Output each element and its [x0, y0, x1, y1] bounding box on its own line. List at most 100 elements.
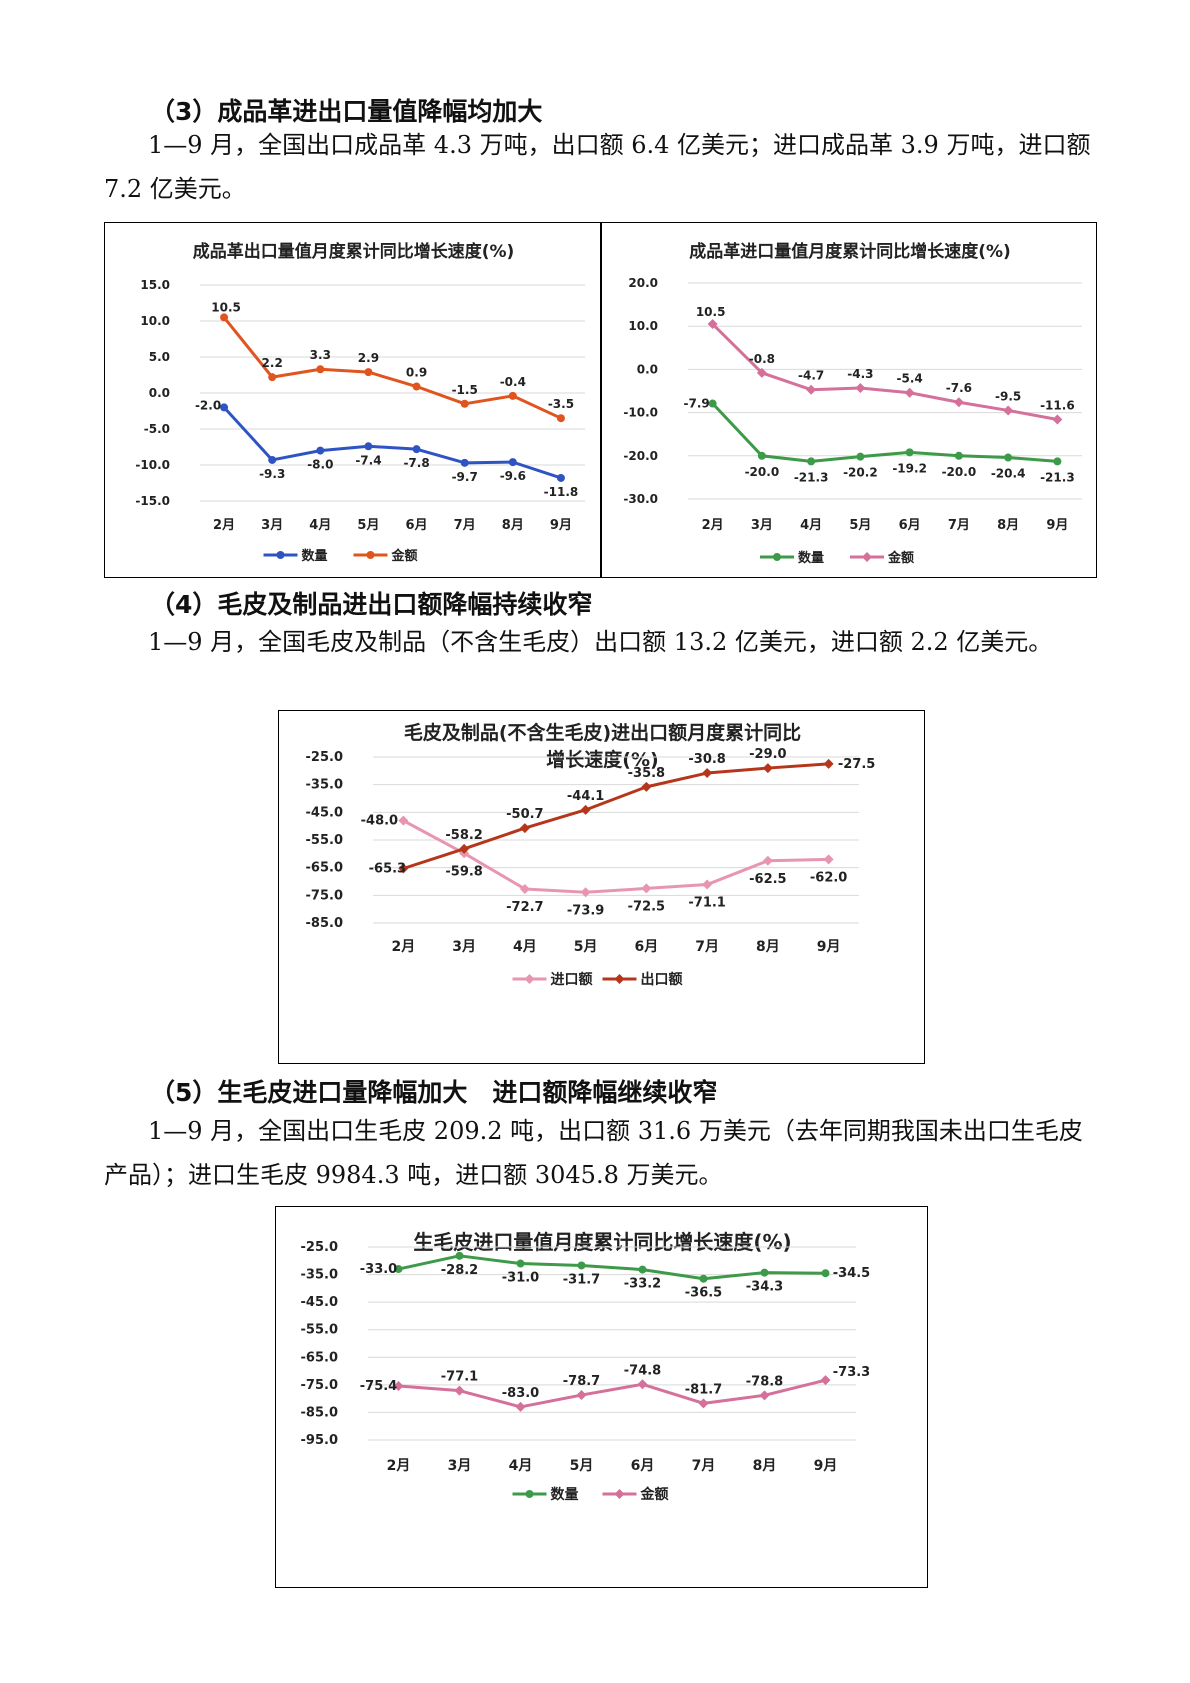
x-tick-label: 9月 — [817, 939, 841, 955]
data-label: -5.4 — [897, 372, 923, 386]
y-tick-label: -45.0 — [306, 805, 343, 820]
series-数量: -33.0 -28.2 -31.0 -31.7 -33.2 -36.5 -34.3 -34.5 — [360, 1251, 870, 1301]
legend-item: 金额 — [850, 550, 914, 566]
data-point — [580, 887, 591, 898]
data-label: -9.6 — [500, 469, 526, 483]
x-tick-label: 9月 — [814, 1458, 838, 1474]
x-tick-label: 3月 — [452, 939, 476, 955]
data-label: -62.0 — [810, 870, 847, 885]
series-金额: -75.4 -77.1 -83.0 -78.7 -74.8 -81.7 -78.8 -73.3 — [360, 1363, 870, 1412]
data-point — [577, 1261, 586, 1270]
data-point — [760, 1268, 769, 1277]
data-label: -77.1 — [441, 1370, 478, 1385]
data-point — [412, 445, 421, 454]
x-tick-label: 5月 — [570, 1458, 594, 1474]
data-point — [268, 373, 277, 382]
data-point — [576, 1390, 587, 1401]
x-tick-label: 8月 — [502, 518, 524, 533]
legend-marker — [366, 551, 375, 559]
y-tick-label: 10.0 — [628, 319, 658, 333]
data-label: -35.8 — [628, 766, 665, 781]
y-tick-label: -35.0 — [301, 1268, 338, 1283]
x-tick-label: 3月 — [751, 518, 773, 533]
data-label: 0.9 — [406, 366, 427, 380]
data-label: -62.5 — [749, 872, 786, 887]
data-point — [516, 1259, 525, 1268]
x-tick-label: 4月 — [509, 1458, 533, 1474]
y-tick-label: -65.0 — [301, 1350, 338, 1365]
data-label: -33.0 — [360, 1262, 397, 1277]
x-tick-label: 8月 — [997, 518, 1019, 533]
data-point — [698, 1398, 709, 1409]
chart-title: 成品革出口量值月度累计同比增长速度(%) — [193, 241, 515, 262]
data-point — [316, 365, 325, 374]
data-point — [515, 1401, 526, 1412]
data-label: -34.3 — [746, 1280, 783, 1295]
chart-raw-fur-import-svg: 生毛皮进口量值月度累计同比增长速度(%) -25.0 -35.0 -45.0 -55.0… — [301, 1230, 871, 1503]
data-point — [556, 414, 565, 423]
y-tick-label: -45.0 — [301, 1295, 338, 1310]
x-tick-label: 2月 — [387, 1458, 411, 1474]
section-5-paragraph: 1—9 月，全国出口生毛皮 209.2 吨，出口额 31.6 万美元（去年同期我… — [104, 1117, 1083, 1189]
x-tick-label: 6月 — [899, 518, 921, 533]
series-line — [222, 406, 562, 480]
data-point — [702, 879, 713, 890]
data-label: -78.7 — [563, 1374, 600, 1389]
data-point — [1052, 414, 1063, 425]
data-label: -31.0 — [502, 1271, 539, 1286]
data-label: -21.3 — [1040, 470, 1075, 484]
data-point — [707, 319, 718, 330]
data-point — [556, 473, 565, 482]
series-line — [402, 819, 829, 894]
data-point — [756, 367, 767, 378]
data-point — [954, 451, 963, 460]
data-label: -21.3 — [794, 470, 829, 484]
y-tick-label: -25.0 — [306, 750, 343, 765]
series-line — [711, 402, 1058, 463]
data-label: 2.2 — [262, 356, 283, 370]
data-point — [904, 387, 915, 398]
data-label: -29.0 — [749, 747, 786, 762]
data-point — [508, 391, 517, 400]
data-point — [519, 823, 530, 834]
data-point — [702, 768, 713, 779]
data-label: -73.3 — [833, 1365, 870, 1380]
x-tick-label: 7月 — [692, 1458, 716, 1474]
y-tick-label: 15.0 — [140, 278, 170, 292]
legend-marker — [524, 974, 535, 984]
series-line — [402, 762, 829, 870]
x-tick-label: 4月 — [800, 518, 822, 533]
data-label: -8.0 — [307, 458, 333, 472]
data-point — [460, 458, 469, 467]
data-point — [580, 804, 591, 815]
data-point — [460, 399, 469, 408]
section-4-paragraph: 1—9 月，全国毛皮及制品（不含生毛皮）出口额 13.2 亿美元，进口额 2.2… — [148, 628, 1053, 656]
chart-fur-products: 毛皮及制品(不含生毛皮)进出口额月度累计同比 增长速度(%) -25.0 -35.0 -… — [278, 710, 925, 1064]
data-point — [708, 399, 717, 408]
chart-leather-import-svg: 成品革进口量值月度累计同比增长速度(%) 20.0 10.0 0.0 -10.0 -20.… — [623, 241, 1082, 566]
y-tick-label: -85.0 — [306, 916, 343, 931]
y-tick-label: -85.0 — [301, 1405, 338, 1420]
data-point — [220, 403, 229, 412]
legend-item: 数量 — [263, 548, 328, 564]
data-point — [762, 855, 773, 866]
x-tick-label: 5月 — [357, 518, 379, 533]
x-tick-label: 7月 — [695, 939, 719, 955]
data-label: -20.0 — [942, 465, 977, 479]
y-tick-label: -20.0 — [623, 449, 658, 463]
data-point — [364, 442, 373, 451]
x-tick-label: 9月 — [550, 518, 572, 533]
data-point — [1004, 453, 1013, 462]
data-label: -72.7 — [506, 900, 543, 915]
data-label: -72.5 — [628, 899, 665, 914]
data-label: -48.0 — [361, 814, 398, 829]
data-point — [856, 452, 865, 461]
data-label: -4.7 — [798, 369, 824, 383]
data-point — [393, 1380, 404, 1391]
data-label: -59.8 — [445, 864, 482, 879]
data-point — [1053, 457, 1062, 466]
legend-label: 数量 — [302, 548, 328, 564]
legend-marker — [614, 1489, 625, 1499]
data-label: -19.2 — [892, 461, 927, 475]
legend-label: 出口额 — [641, 971, 683, 988]
